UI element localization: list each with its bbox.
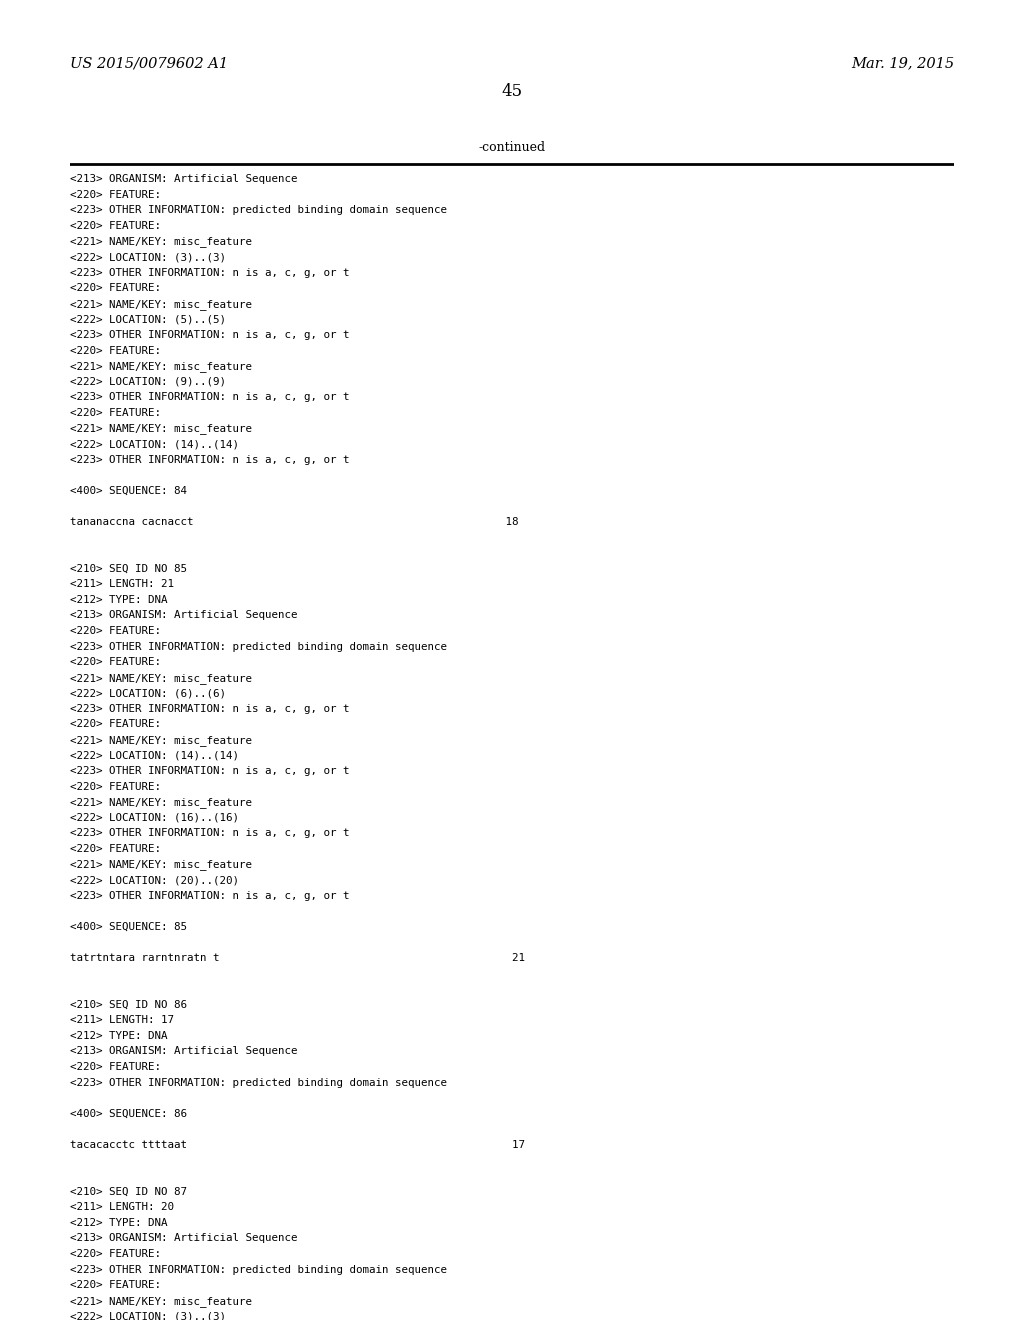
Text: <222> LOCATION: (16)..(16): <222> LOCATION: (16)..(16) [70, 813, 239, 822]
Text: <223> OTHER INFORMATION: n is a, c, g, or t: <223> OTHER INFORMATION: n is a, c, g, o… [70, 766, 349, 776]
Text: <221> NAME/KEY: misc_feature: <221> NAME/KEY: misc_feature [70, 859, 252, 870]
Text: <220> FEATURE:: <220> FEATURE: [70, 657, 161, 667]
Text: <400> SEQUENCE: 84: <400> SEQUENCE: 84 [70, 486, 186, 496]
Text: <222> LOCATION: (3)..(3): <222> LOCATION: (3)..(3) [70, 252, 225, 263]
Text: <222> LOCATION: (14)..(14): <222> LOCATION: (14)..(14) [70, 440, 239, 449]
Text: <220> FEATURE:: <220> FEATURE: [70, 1280, 161, 1290]
Text: <222> LOCATION: (5)..(5): <222> LOCATION: (5)..(5) [70, 314, 225, 325]
Text: tacacacctc ttttaat                                                  17: tacacacctc ttttaat 17 [70, 1140, 524, 1150]
Text: tananaccna cacnacct                                                18: tananaccna cacnacct 18 [70, 517, 518, 527]
Text: <220> FEATURE:: <220> FEATURE: [70, 781, 161, 792]
Text: <213> ORGANISM: Artificial Sequence: <213> ORGANISM: Artificial Sequence [70, 174, 297, 185]
Text: -continued: -continued [478, 141, 546, 154]
Text: <222> LOCATION: (3)..(3): <222> LOCATION: (3)..(3) [70, 1311, 225, 1320]
Text: <400> SEQUENCE: 85: <400> SEQUENCE: 85 [70, 921, 186, 932]
Text: <223> OTHER INFORMATION: predicted binding domain sequence: <223> OTHER INFORMATION: predicted bindi… [70, 1077, 446, 1088]
Text: <211> LENGTH: 17: <211> LENGTH: 17 [70, 1015, 174, 1026]
Text: <223> OTHER INFORMATION: predicted binding domain sequence: <223> OTHER INFORMATION: predicted bindi… [70, 206, 446, 215]
Text: <223> OTHER INFORMATION: n is a, c, g, or t: <223> OTHER INFORMATION: n is a, c, g, o… [70, 268, 349, 277]
Text: <220> FEATURE:: <220> FEATURE: [70, 284, 161, 293]
Text: <223> OTHER INFORMATION: n is a, c, g, or t: <223> OTHER INFORMATION: n is a, c, g, o… [70, 330, 349, 341]
Text: <223> OTHER INFORMATION: n is a, c, g, or t: <223> OTHER INFORMATION: n is a, c, g, o… [70, 704, 349, 714]
Text: US 2015/0079602 A1: US 2015/0079602 A1 [70, 57, 227, 71]
Text: <220> FEATURE:: <220> FEATURE: [70, 1249, 161, 1259]
Text: <210> SEQ ID NO 86: <210> SEQ ID NO 86 [70, 999, 186, 1010]
Text: <221> NAME/KEY: misc_feature: <221> NAME/KEY: misc_feature [70, 797, 252, 808]
Text: <220> FEATURE:: <220> FEATURE: [70, 719, 161, 730]
Text: <223> OTHER INFORMATION: n is a, c, g, or t: <223> OTHER INFORMATION: n is a, c, g, o… [70, 891, 349, 900]
Text: <220> FEATURE:: <220> FEATURE: [70, 190, 161, 199]
Text: <221> NAME/KEY: misc_feature: <221> NAME/KEY: misc_feature [70, 735, 252, 746]
Text: <220> FEATURE:: <220> FEATURE: [70, 626, 161, 636]
Text: <213> ORGANISM: Artificial Sequence: <213> ORGANISM: Artificial Sequence [70, 610, 297, 620]
Text: <220> FEATURE:: <220> FEATURE: [70, 408, 161, 418]
Text: <211> LENGTH: 20: <211> LENGTH: 20 [70, 1203, 174, 1212]
Text: <212> TYPE: DNA: <212> TYPE: DNA [70, 1031, 167, 1041]
Text: <223> OTHER INFORMATION: predicted binding domain sequence: <223> OTHER INFORMATION: predicted bindi… [70, 1265, 446, 1275]
Text: tatrtntara rarntnratn t                                             21: tatrtntara rarntnratn t 21 [70, 953, 524, 964]
Text: <400> SEQUENCE: 86: <400> SEQUENCE: 86 [70, 1109, 186, 1119]
Text: <211> LENGTH: 21: <211> LENGTH: 21 [70, 579, 174, 589]
Text: <212> TYPE: DNA: <212> TYPE: DNA [70, 1218, 167, 1228]
Text: <220> FEATURE:: <220> FEATURE: [70, 843, 161, 854]
Text: <223> OTHER INFORMATION: n is a, c, g, or t: <223> OTHER INFORMATION: n is a, c, g, o… [70, 454, 349, 465]
Text: <223> OTHER INFORMATION: n is a, c, g, or t: <223> OTHER INFORMATION: n is a, c, g, o… [70, 392, 349, 403]
Text: <220> FEATURE:: <220> FEATURE: [70, 346, 161, 355]
Text: <222> LOCATION: (9)..(9): <222> LOCATION: (9)..(9) [70, 376, 225, 387]
Text: <220> FEATURE:: <220> FEATURE: [70, 1063, 161, 1072]
Text: <223> OTHER INFORMATION: n is a, c, g, or t: <223> OTHER INFORMATION: n is a, c, g, o… [70, 829, 349, 838]
Text: <223> OTHER INFORMATION: predicted binding domain sequence: <223> OTHER INFORMATION: predicted bindi… [70, 642, 446, 652]
Text: <210> SEQ ID NO 85: <210> SEQ ID NO 85 [70, 564, 186, 574]
Text: <212> TYPE: DNA: <212> TYPE: DNA [70, 595, 167, 605]
Text: <221> NAME/KEY: misc_feature: <221> NAME/KEY: misc_feature [70, 424, 252, 434]
Text: <221> NAME/KEY: misc_feature: <221> NAME/KEY: misc_feature [70, 362, 252, 372]
Text: <210> SEQ ID NO 87: <210> SEQ ID NO 87 [70, 1187, 186, 1197]
Text: <221> NAME/KEY: misc_feature: <221> NAME/KEY: misc_feature [70, 673, 252, 684]
Text: <213> ORGANISM: Artificial Sequence: <213> ORGANISM: Artificial Sequence [70, 1047, 297, 1056]
Text: <222> LOCATION: (20)..(20): <222> LOCATION: (20)..(20) [70, 875, 239, 886]
Text: <221> NAME/KEY: misc_feature: <221> NAME/KEY: misc_feature [70, 298, 252, 310]
Text: <220> FEATURE:: <220> FEATURE: [70, 220, 161, 231]
Text: 45: 45 [502, 83, 522, 100]
Text: <221> NAME/KEY: misc_feature: <221> NAME/KEY: misc_feature [70, 1296, 252, 1307]
Text: Mar. 19, 2015: Mar. 19, 2015 [851, 57, 954, 71]
Text: <221> NAME/KEY: misc_feature: <221> NAME/KEY: misc_feature [70, 236, 252, 247]
Text: <222> LOCATION: (14)..(14): <222> LOCATION: (14)..(14) [70, 751, 239, 760]
Text: <222> LOCATION: (6)..(6): <222> LOCATION: (6)..(6) [70, 688, 225, 698]
Text: <213> ORGANISM: Artificial Sequence: <213> ORGANISM: Artificial Sequence [70, 1233, 297, 1243]
